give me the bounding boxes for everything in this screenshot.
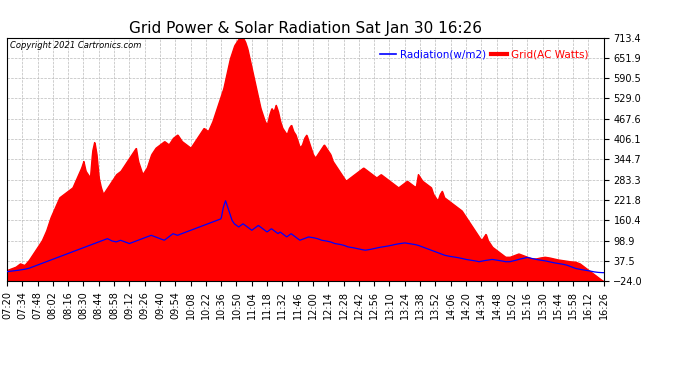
Legend: Radiation(w/m2), Grid(AC Watts): Radiation(w/m2), Grid(AC Watts) <box>376 45 593 63</box>
Title: Grid Power & Solar Radiation Sat Jan 30 16:26: Grid Power & Solar Radiation Sat Jan 30 … <box>129 21 482 36</box>
Text: Copyright 2021 Cartronics.com: Copyright 2021 Cartronics.com <box>10 41 141 50</box>
